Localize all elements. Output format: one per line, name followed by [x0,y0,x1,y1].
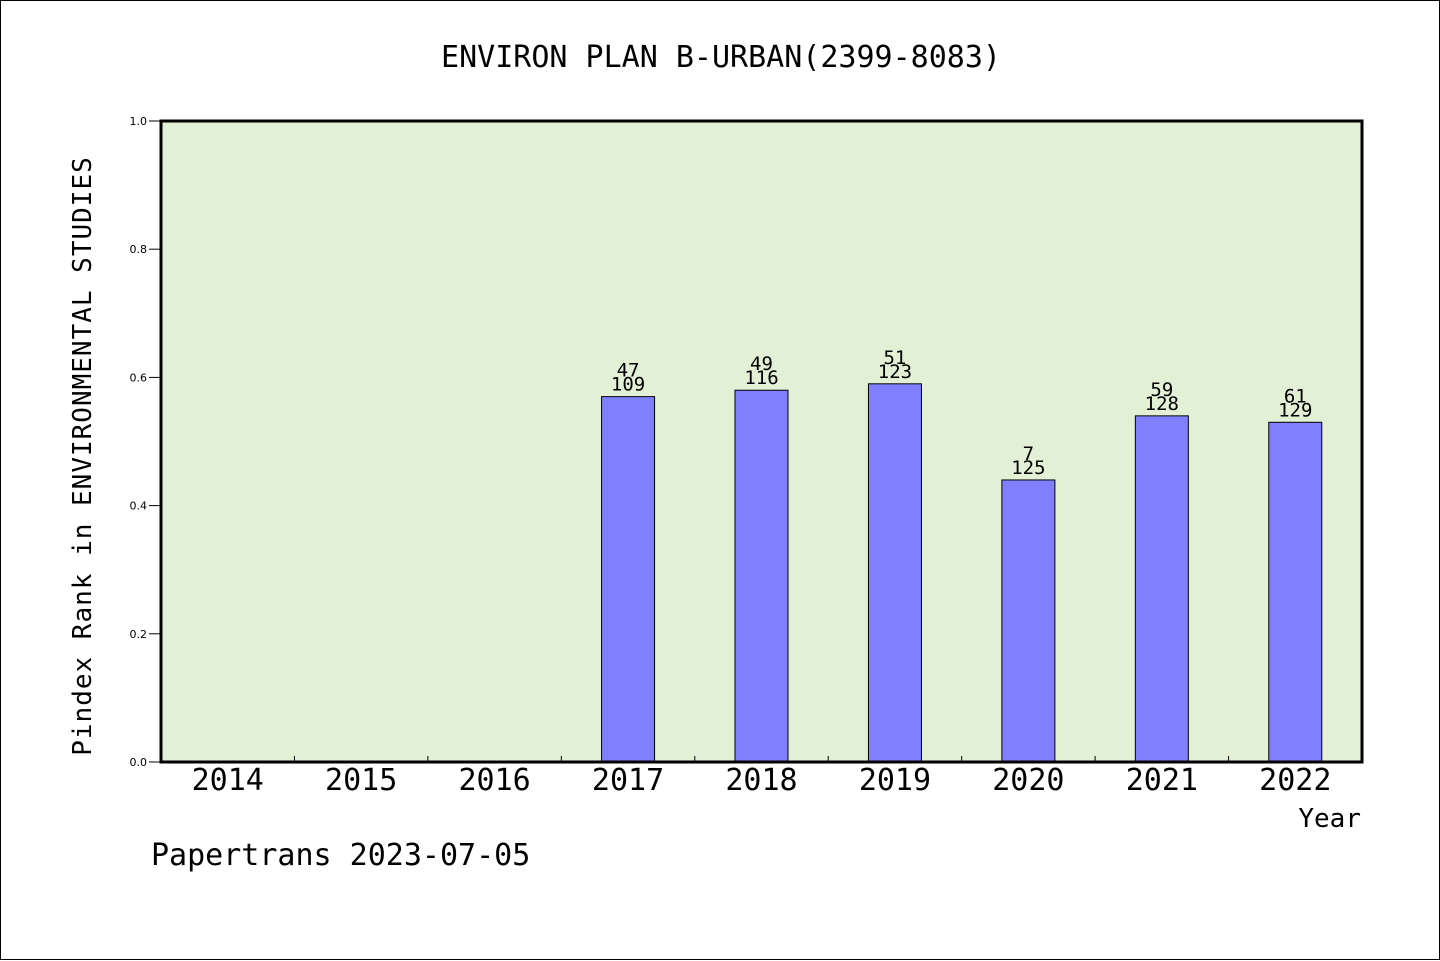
bar-label-bottom: 109 [611,374,645,396]
x-axis: 2014 2015 2016 2017 2018 2019 2020 2021 2022 [192,756,1331,798]
bar-label-bottom: 125 [1011,457,1045,479]
x-axis-label: Year [1298,804,1361,834]
bar-label-bottom: 129 [1278,399,1312,421]
bar [1268,421,1323,763]
bar-label-top: 7 [1023,443,1034,465]
bar [1001,479,1056,763]
bar-label-bottom: 116 [744,367,778,389]
bar-label-top: 47 [617,360,640,382]
bar [1134,415,1189,763]
x-tick-label: 2020 [992,763,1064,798]
plot-border [159,119,1364,764]
y-tick-label: 1.0 [130,115,148,128]
bar-label-top: 59 [1150,379,1173,401]
bar [867,383,922,763]
y-tick-label: 0.8 [130,243,148,256]
bar-label-top: 51 [883,347,906,369]
bar-label-bottom: 128 [1145,393,1179,415]
chart-title: ENVIRON PLAN B-URBAN(2399-8083) [441,40,1001,75]
x-tick-label: 2016 [458,763,530,798]
bar [734,389,789,763]
bar [601,396,656,763]
x-tick-label: 2019 [859,763,931,798]
y-tick-label: 0.2 [130,628,148,641]
y-tick-label: 0.4 [130,500,148,513]
y-tick-label: 0.0 [130,756,148,769]
bars-group [601,383,1323,763]
footer-text: Papertrans 2023-07-05 [151,838,530,873]
x-tick-label: 2014 [192,763,264,798]
bar-label-top: 49 [750,353,773,375]
bar-label-top: 61 [1284,385,1307,407]
y-axis: 0.0 0.2 0.4 0.6 0.8 1.0 [130,115,161,769]
x-tick-label: 2022 [1259,763,1331,798]
x-tick-label: 2015 [325,763,397,798]
x-tick-label: 2021 [1126,763,1198,798]
x-tick-label: 2018 [725,763,797,798]
bar-label-bottom: 123 [878,361,912,383]
x-tick-label: 2017 [592,763,664,798]
y-axis-label: Pindex Rank in ENVIRONMENTAL STUDIES [68,156,98,756]
y-tick-label: 0.6 [130,371,148,384]
